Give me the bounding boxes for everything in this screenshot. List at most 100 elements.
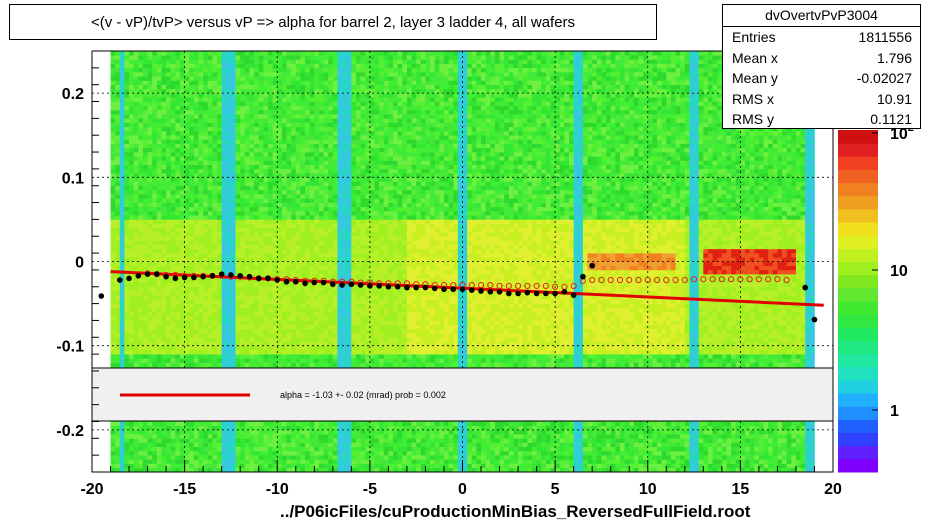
profile-black-point [487, 289, 494, 295]
profile-black-point [144, 271, 151, 277]
profile-black-point [524, 289, 531, 296]
profile-red-point [709, 276, 716, 283]
profile-red-point [663, 276, 670, 284]
colorbar-cell [838, 222, 878, 236]
x-tick-label: -15 [173, 481, 196, 498]
profile-red-point [487, 281, 494, 289]
profile-black-point [246, 273, 253, 280]
colorbar-cell [838, 340, 878, 355]
stats-value: 1811556 [858, 29, 912, 45]
x-tick-label: 5 [551, 481, 560, 498]
colorbar-cell [838, 287, 878, 302]
profile-red-point [533, 282, 540, 290]
profile-black-point [302, 280, 308, 287]
profile-red-point [570, 282, 577, 290]
profile-black-point [404, 284, 410, 291]
y-tick-label: 0.1 [62, 170, 84, 187]
x-tick-label: -10 [266, 481, 289, 498]
colorbar-cell [838, 301, 878, 315]
x-tick-label: 10 [639, 481, 657, 498]
profile-black-point [441, 286, 447, 293]
profile-red-point [552, 283, 559, 290]
colorbar-cell [838, 248, 878, 263]
x-tick-label: 15 [731, 481, 749, 498]
profile-red-point [505, 282, 512, 290]
profile-black-point [589, 262, 595, 269]
profile-black-point [348, 281, 355, 288]
profile-red-point [477, 281, 485, 289]
profile-black-point [570, 292, 577, 298]
profile-black-point [339, 282, 345, 288]
colorbar-cell [838, 458, 878, 473]
profile-black-point [543, 290, 549, 297]
colorbar-cell [838, 445, 878, 460]
stats-label: RMS y [732, 111, 774, 127]
profile-red-point [496, 282, 503, 290]
stats-value: -0.02027 [856, 70, 912, 86]
profile-red-point [728, 276, 735, 283]
colorbar-cell [838, 353, 878, 368]
profile-red-point [542, 282, 549, 290]
profile-black-point [561, 289, 568, 295]
profile-black-point [413, 284, 419, 291]
stats-row: RMS x 10.91 [723, 89, 920, 110]
colorbar-cell [838, 261, 878, 276]
profile-red-point [616, 276, 624, 284]
colorbar-cell [838, 274, 878, 289]
profile-red-point [514, 282, 522, 290]
stats-value: 0.1121 [870, 111, 912, 127]
profile-black-point [552, 290, 558, 297]
profile-black-point [181, 274, 188, 281]
profile-red-point [765, 276, 772, 283]
stats-row: Mean y -0.02027 [723, 68, 920, 89]
profile-red-point [700, 276, 707, 283]
profile-red-point [672, 276, 679, 284]
profile-black-point [200, 273, 206, 280]
profile-red-point [635, 276, 642, 284]
chart-title: <(v - vP)/tvP> versus vP => alpha for ba… [90, 14, 576, 31]
colorbar-tick-label: 1 [890, 403, 899, 420]
stats-label: Mean x [732, 49, 778, 66]
profile-red-point [607, 276, 614, 284]
x-tick-label: -20 [80, 481, 103, 498]
profile-black-point [580, 273, 586, 280]
profile-black-point [265, 275, 271, 282]
profile-red-point [681, 276, 688, 284]
x-tick-label: -5 [363, 481, 377, 498]
profile-red-point [644, 276, 651, 284]
profile-red-point [718, 276, 725, 283]
profile-black-point [320, 279, 327, 286]
profile-red-point [653, 276, 661, 284]
profile-black-point [422, 284, 429, 291]
profile-black-point [126, 275, 132, 282]
profile-red-point [598, 276, 605, 284]
profile-black-point [163, 273, 169, 280]
profile-black-point [330, 281, 336, 288]
colorbar-cell [838, 432, 878, 447]
profile-black-point [274, 277, 281, 283]
profile-black-point [135, 273, 142, 279]
profile-black-point [802, 284, 809, 291]
profile-black-point [172, 275, 179, 282]
x-tick-label: 0 [458, 481, 467, 498]
profile-red-point [690, 276, 698, 283]
profile-black-point [292, 278, 299, 285]
colorbar-cell [838, 195, 878, 210]
profile-black-point [191, 274, 197, 281]
profile-black-point [376, 283, 382, 289]
profile-red-point [524, 282, 531, 290]
y-tick-label: 0 [75, 255, 84, 272]
stats-label: RMS x [732, 90, 774, 107]
profile-red-point [626, 276, 633, 284]
profile-black-point [283, 278, 290, 285]
profile-black-point [533, 290, 540, 297]
colorbar-cell [838, 419, 878, 434]
y-tick-label: 0.2 [62, 86, 84, 103]
fit-legend-text: alpha = -1.03 +- 0.02 (mrad) prob = 0.00… [280, 390, 446, 400]
profile-black-point [811, 316, 818, 323]
profile-black-point [367, 283, 373, 289]
colorbar-cell [838, 156, 878, 170]
profile-black-point [450, 286, 457, 293]
stats-row: RMS y 0.1121 [723, 109, 920, 130]
